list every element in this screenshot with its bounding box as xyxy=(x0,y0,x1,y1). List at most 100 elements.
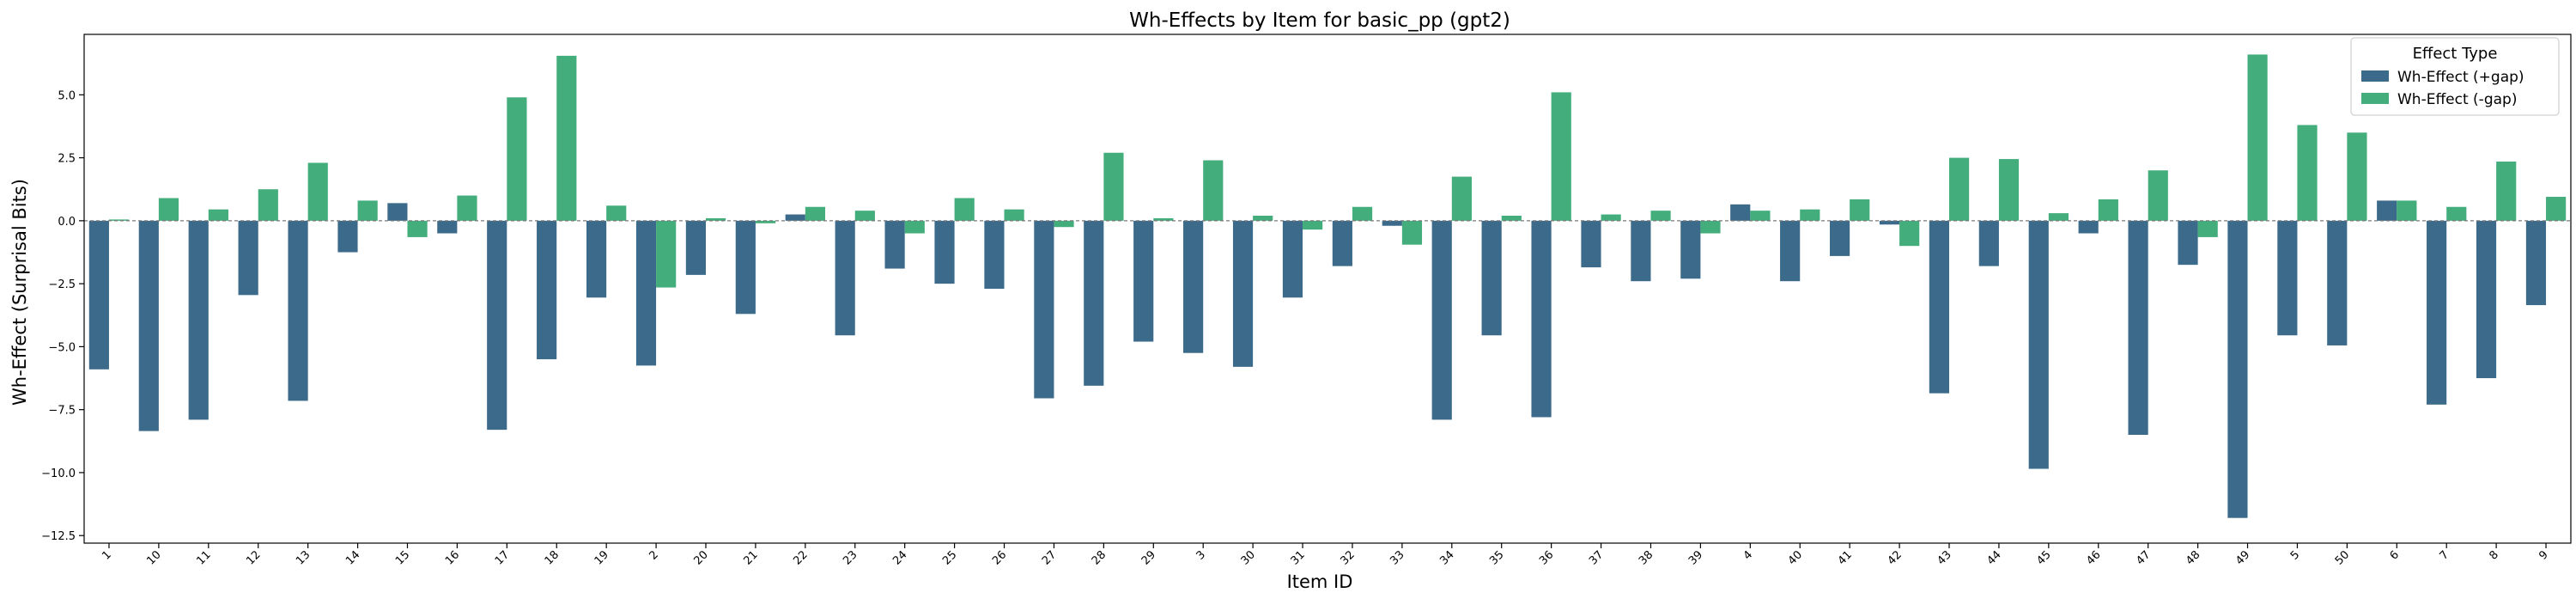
x-tick-label-item-10: 10 xyxy=(144,548,163,567)
bar-minus-gap-item-35 xyxy=(1501,216,1522,221)
x-tick-label-item-12: 12 xyxy=(244,548,263,567)
x-tick-label-item-27: 27 xyxy=(1040,548,1059,567)
bar-plus-gap-item-25 xyxy=(934,220,955,284)
x-tick-label-item-41: 41 xyxy=(1836,548,1855,567)
bar-minus-gap-item-22 xyxy=(805,206,826,221)
bar-minus-gap-item-20 xyxy=(706,217,726,221)
bar-minus-gap-item-15 xyxy=(407,220,428,237)
legend-label-minus-gap: Wh-Effect (-gap) xyxy=(2397,91,2517,108)
legend-title: Effect Type xyxy=(2413,45,2498,63)
bar-minus-gap-item-16 xyxy=(457,195,477,221)
bar-plus-gap-item-34 xyxy=(1431,220,1452,420)
x-tick-label-item-50: 50 xyxy=(2333,548,2352,567)
bar-plus-gap-item-45 xyxy=(2028,220,2049,469)
x-tick-label-item-26: 26 xyxy=(990,548,1009,567)
bar-minus-gap-item-4 xyxy=(1750,211,1771,221)
y-tick-label: −5.0 xyxy=(48,341,76,354)
y-tick-label: −7.5 xyxy=(48,405,76,418)
bar-minus-gap-item-18 xyxy=(556,55,577,221)
bar-minus-gap-item-38 xyxy=(1650,211,1671,221)
x-tick-label-item-8: 8 xyxy=(2487,548,2500,562)
bar-minus-gap-item-1 xyxy=(108,219,130,221)
bar-plus-gap-item-44 xyxy=(1978,220,1999,266)
bar-plus-gap-item-7 xyxy=(2427,220,2447,405)
bar-plus-gap-item-42 xyxy=(1879,220,1900,225)
bar-plus-gap-item-6 xyxy=(2377,200,2397,221)
bar-minus-gap-item-11 xyxy=(208,209,228,221)
x-tick-label-item-23: 23 xyxy=(841,548,860,567)
bar-minus-gap-item-12 xyxy=(258,189,278,221)
bar-plus-gap-item-20 xyxy=(685,220,706,275)
bar-minus-gap-item-45 xyxy=(2048,213,2069,221)
x-tick-label-item-15: 15 xyxy=(393,548,412,567)
x-tick-label-item-33: 33 xyxy=(1388,548,1406,567)
bar-plus-gap-item-12 xyxy=(238,220,258,296)
x-tick-label-item-17: 17 xyxy=(493,548,512,567)
bar-plus-gap-item-4 xyxy=(1730,204,1751,221)
bar-minus-gap-item-7 xyxy=(2446,206,2467,221)
bar-plus-gap-item-11 xyxy=(188,220,209,420)
y-tick-label: 0.0 xyxy=(58,216,76,229)
bar-minus-gap-item-2 xyxy=(656,220,677,288)
bar-minus-gap-item-26 xyxy=(1004,209,1024,221)
x-tick-label-item-16: 16 xyxy=(443,548,462,567)
bar-plus-gap-item-17 xyxy=(487,220,507,431)
x-tick-label-item-4: 4 xyxy=(1741,548,1755,562)
x-tick-label-item-24: 24 xyxy=(890,548,909,567)
y-tick-label: −12.5 xyxy=(41,530,76,543)
x-tick-label-item-2: 2 xyxy=(647,548,660,562)
x-tick-label-item-49: 49 xyxy=(2233,548,2252,567)
x-tick-label-item-46: 46 xyxy=(2084,548,2103,567)
bar-plus-gap-item-38 xyxy=(1631,220,1651,282)
bar-plus-gap-item-26 xyxy=(984,220,1005,289)
x-tick-label-item-38: 38 xyxy=(1637,548,1656,567)
bar-plus-gap-item-29 xyxy=(1133,220,1154,342)
bar-plus-gap-item-8 xyxy=(2476,220,2497,379)
x-tick-label-item-43: 43 xyxy=(1935,548,1954,567)
y-tick-label: 5.0 xyxy=(58,89,76,102)
x-tick-label-item-9: 9 xyxy=(2537,548,2550,562)
x-tick-label-item-45: 45 xyxy=(2034,548,2053,567)
x-tick-label-item-29: 29 xyxy=(1139,548,1158,567)
bar-minus-gap-item-39 xyxy=(1700,220,1721,234)
x-tick-label-item-21: 21 xyxy=(741,548,760,567)
bar-minus-gap-item-47 xyxy=(2148,170,2168,221)
legend-label-plus-gap: Wh-Effect (+gap) xyxy=(2397,69,2524,86)
bar-minus-gap-item-17 xyxy=(507,97,527,221)
x-tick-label-item-47: 47 xyxy=(2134,548,2153,567)
x-tick-label-item-7: 7 xyxy=(2438,548,2451,562)
x-tick-label-item-32: 32 xyxy=(1338,548,1357,567)
x-tick-label-item-48: 48 xyxy=(2184,548,2202,567)
bar-minus-gap-item-48 xyxy=(2197,220,2218,237)
bar-minus-gap-item-41 xyxy=(1850,199,1870,221)
bar-minus-gap-item-13 xyxy=(307,162,328,221)
bar-plus-gap-item-5 xyxy=(2277,220,2298,336)
bar-minus-gap-item-8 xyxy=(2496,162,2517,221)
bar-plus-gap-item-14 xyxy=(337,220,358,253)
bar-plus-gap-item-18 xyxy=(537,220,557,360)
x-tick-label-item-35: 35 xyxy=(1487,548,1506,567)
bar-plus-gap-item-2 xyxy=(635,220,657,366)
bar-minus-gap-item-36 xyxy=(1551,92,1571,221)
x-tick-label-item-39: 39 xyxy=(1686,548,1705,567)
plot-frame xyxy=(83,34,2572,544)
bar-minus-gap-item-31 xyxy=(1303,220,1323,230)
bar-minus-gap-item-14 xyxy=(357,200,378,221)
x-tick-label-item-20: 20 xyxy=(692,548,711,567)
bar-plus-gap-item-13 xyxy=(288,220,308,401)
x-tick-label-item-11: 11 xyxy=(194,548,213,567)
bar-minus-gap-item-49 xyxy=(2247,54,2268,221)
x-tick-label-item-34: 34 xyxy=(1437,548,1456,567)
bar-minus-gap-item-37 xyxy=(1601,214,1621,221)
bar-plus-gap-item-49 xyxy=(2227,220,2248,518)
x-tick-label-item-40: 40 xyxy=(1786,548,1805,567)
bar-minus-gap-item-40 xyxy=(1800,209,1820,221)
bar-plus-gap-item-41 xyxy=(1829,220,1850,256)
bar-plus-gap-item-3 xyxy=(1183,220,1204,353)
x-tick-label-item-22: 22 xyxy=(791,548,810,567)
bar-minus-gap-item-25 xyxy=(954,198,975,221)
bar-plus-gap-item-21 xyxy=(735,220,756,315)
x-tick-label-item-28: 28 xyxy=(1090,548,1109,567)
bar-minus-gap-item-29 xyxy=(1153,217,1174,221)
bar-minus-gap-item-10 xyxy=(158,198,179,221)
